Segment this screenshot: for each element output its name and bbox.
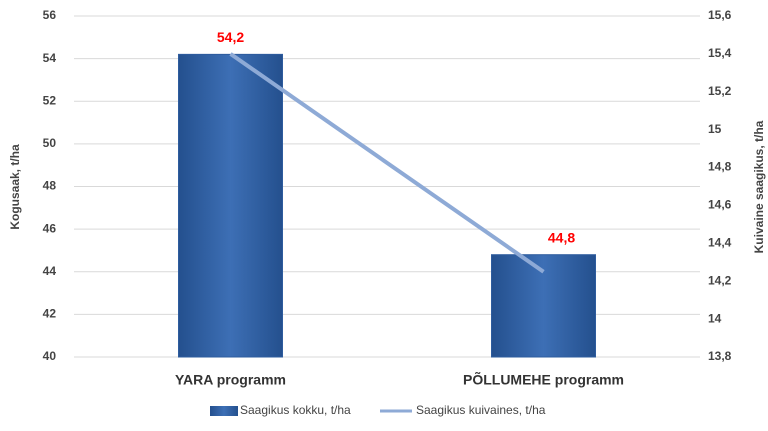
data-label: 44,8 — [548, 229, 575, 245]
legend-label: Saagikus kuivaines, t/ha — [416, 403, 546, 417]
y2-tick-label: 15,4 — [708, 46, 732, 60]
bar — [178, 53, 283, 358]
y2-tick-label: 14,6 — [708, 198, 732, 212]
x-tick-label: PÕLLUMEHE programm — [463, 371, 624, 388]
y-tick-label: 46 — [43, 221, 57, 235]
y-tick-label: 56 — [43, 8, 57, 22]
y2-tick-label: 14 — [708, 311, 722, 325]
y-tick-label: 42 — [43, 307, 57, 321]
y-tick-label: 40 — [43, 349, 57, 363]
y-tick-label: 48 — [43, 179, 57, 193]
y2-tick-label: 13,8 — [708, 349, 732, 363]
y2-tick-label: 15,6 — [708, 8, 732, 22]
y2-tick-label: 14,2 — [708, 273, 732, 287]
y-tick-label: 52 — [43, 93, 57, 107]
y2-tick-label: 14,8 — [708, 160, 732, 174]
y-tick-label: 50 — [43, 136, 57, 150]
line — [229, 52, 545, 274]
y-axis-title: Kogusaak, t/ha — [8, 144, 22, 230]
x-tick-label: YARA programm — [175, 372, 286, 388]
y2-tick-label: 15 — [708, 122, 722, 136]
legend-label: Saagikus kokku, t/ha — [240, 403, 351, 417]
y-tick-label: 44 — [43, 264, 57, 278]
y-tick-label: 54 — [43, 51, 57, 65]
y2-tick-label: 14,4 — [708, 236, 732, 250]
data-label: 54,2 — [217, 29, 244, 45]
y2-axis-title: Kuivaine saagikus, t/ha — [752, 120, 766, 253]
legend-swatch — [210, 406, 238, 416]
y2-tick-label: 15,2 — [708, 84, 732, 98]
